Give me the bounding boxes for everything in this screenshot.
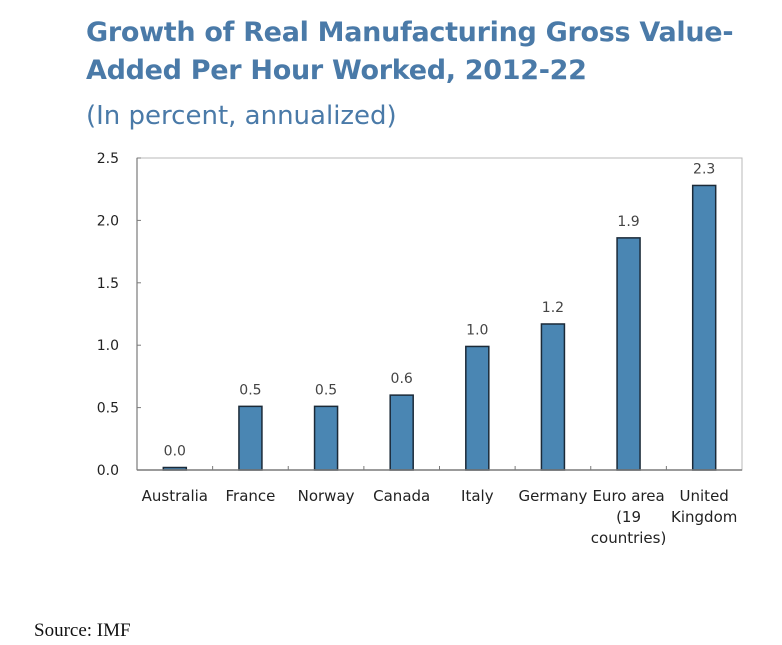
x-tick-label: France: [225, 487, 275, 505]
bar-canada: [389, 394, 414, 471]
bar-italy: [465, 345, 490, 471]
y-tick-label: 2.0: [97, 213, 119, 229]
bar-germany: [540, 323, 566, 471]
chart-title-line-1: Growth of Real Manufacturing Gross Value…: [86, 17, 734, 48]
data-label: 0.5: [315, 382, 337, 398]
x-tick-label: Kingdom: [671, 508, 737, 526]
x-tick-label: Australia: [142, 487, 208, 505]
data-label: 0.5: [239, 382, 261, 398]
data-label: 0.0: [164, 444, 186, 460]
data-label: 1.0: [466, 322, 488, 338]
plot-frame: [136, 157, 743, 471]
y-tick-label: 1.0: [97, 338, 119, 354]
y-tick-label: 0.5: [97, 401, 119, 417]
y-tick-label: 1.5: [97, 276, 119, 292]
chart-title-line-2: Added Per Hour Worked, 2012-22: [86, 55, 587, 86]
data-label: 1.9: [617, 214, 639, 230]
x-tick-label: Euro area: [592, 487, 664, 505]
bar-euro-area-19-countries: [616, 237, 641, 471]
x-tick-label: (19: [616, 508, 641, 526]
bar-france: [238, 405, 263, 471]
x-tick-label: Canada: [373, 487, 430, 505]
data-label: 0.6: [391, 371, 413, 387]
x-tick-label: Germany: [518, 487, 587, 505]
y-tick-label: 0.0: [97, 463, 119, 479]
chart-title: Growth of Real Manufacturing Gross Value…: [86, 14, 766, 90]
y-tick-label: 2.5: [97, 151, 119, 167]
bar-united-kingdom: [691, 184, 717, 471]
x-tick-label: countries): [591, 529, 667, 547]
data-label: 2.3: [693, 161, 715, 177]
x-tick-label: Norway: [298, 487, 355, 505]
x-tick-label: Italy: [461, 487, 494, 505]
x-tick-label: United: [680, 487, 729, 505]
data-label: 1.2: [542, 300, 564, 316]
bar-norway: [313, 405, 339, 471]
chart-subtitle: (In percent, annualized): [86, 101, 397, 131]
source-note: Source: IMF: [34, 620, 131, 641]
